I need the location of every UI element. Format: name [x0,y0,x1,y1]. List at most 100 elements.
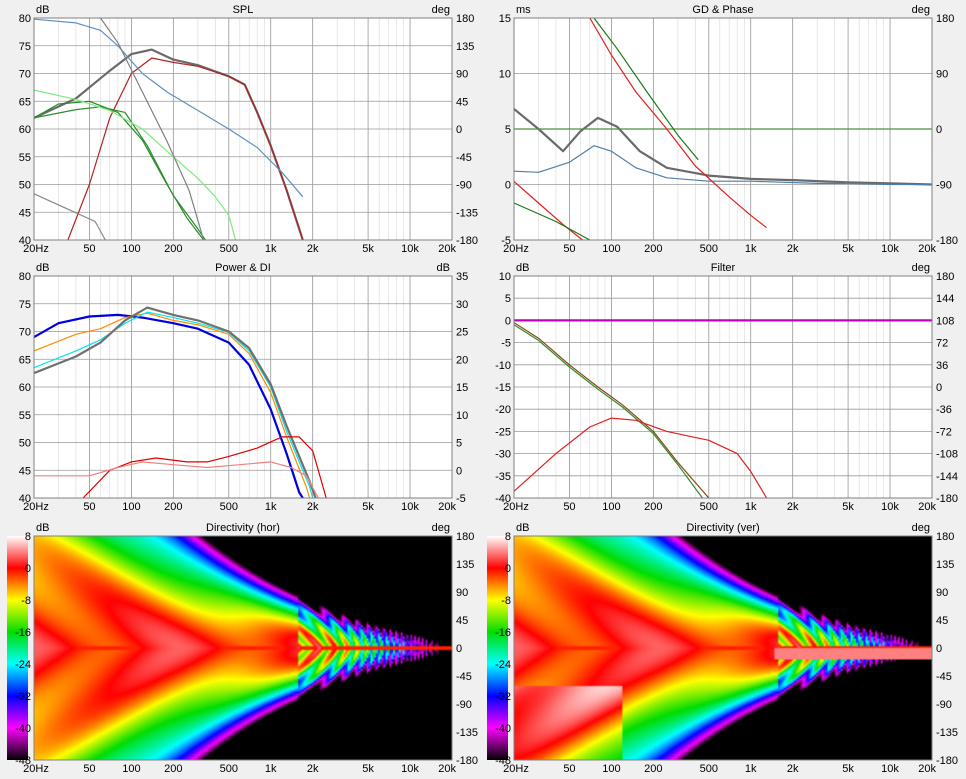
filter-y-tick: -35 [495,471,511,483]
spl-y2-tick: 135 [456,41,474,53]
dir_ver-y2-tick: 135 [936,559,954,571]
spl-x-tick: 500 [220,243,238,255]
spl-title: SPL [233,4,254,16]
dir_hor-y2-tick: -45 [456,671,472,683]
power-y2-tick: 30 [456,299,468,311]
dir_hor-y2-tick: 135 [456,559,474,571]
filter-y2-tick: 180 [936,271,954,283]
filter-y2-tick: -72 [936,426,952,438]
power-x-tick: 20k [438,501,456,513]
power-y2label: dB [437,262,450,274]
spl-series-5 [34,89,237,240]
spl-series-2 [34,100,205,240]
dir_ver-y2-tick: 0 [936,643,942,655]
dir_ver-colorbar-tick: -40 [495,723,511,735]
dir_hor-x-tick: 200 [164,763,182,775]
power-y2-tick: 20 [456,354,468,366]
filter-y-tick: -5 [501,338,511,350]
spl-series-6 [34,193,106,240]
power-series-3 [34,306,317,498]
dir_ver-y2-tick: 180 [936,531,954,543]
dir_hor-x-tick: 5k [362,763,374,775]
power-x-tick: 20Hz [23,501,49,513]
dir_hor-y2-tick: -135 [456,727,478,739]
spl-series-4 [34,18,304,198]
dir_ver-x-tick: 2k [787,763,799,775]
spl-y-tick: 60 [19,124,31,136]
gd-x-tick: 20k [918,243,936,255]
filter-series-3 [514,417,768,498]
power-y-tick: 60 [19,382,31,394]
spl-x-tick: 20Hz [23,243,49,255]
dir_ver-x-tick: 20Hz [503,763,529,775]
filter-x-tick: 10k [881,501,899,513]
dir_hor-y2label: deg [432,522,450,534]
filter-y-tick: -25 [495,426,511,438]
dir_hor-x-tick: 20Hz [23,763,49,775]
spl-y-tick: 45 [19,207,31,219]
dir_hor-y2-tick: 0 [456,643,462,655]
spl-y-tick: 50 [19,180,31,192]
chart-dir_hor: Directivity (hor) dB deg 8 0 -8 -16 -24 -32 -40 -4… [7,522,478,775]
dir_ver-colorbar [487,536,508,760]
dir_hor-colorbar-tick: 0 [25,563,31,575]
gd-x-tick: 50 [563,243,575,255]
dir_hor-border [33,535,453,761]
spl-y-tick: 65 [19,96,31,108]
gd-series-6 [593,18,699,161]
spl-x-tick: 100 [122,243,140,255]
filter-x-tick: 2k [787,501,799,513]
dir_ver-title: Directivity (ver) [686,522,759,534]
spl-y2-tick: -135 [456,207,478,219]
gd-x-tick: 100 [602,243,620,255]
power-border [33,275,453,499]
dir_hor-colorbar-tick: -16 [15,627,31,639]
spl-y-tick: 40 [19,235,31,247]
gd-x-tick: 200 [644,243,662,255]
spl-y-tick: 55 [19,152,31,164]
gd-y2-tick: 0 [936,124,942,136]
gd-x-tick: 5k [842,243,854,255]
gd-y2label: deg [912,4,930,16]
power-x-tick: 1k [265,501,277,513]
spl-y2-tick: 180 [456,13,474,25]
dir_hor-colorbar-tick: -40 [15,723,31,735]
filter-y2-tick: 72 [936,338,948,350]
dir_hor-x-tick: 20k [438,763,456,775]
dir_ver-colorbar-tick: 8 [505,531,511,543]
dir_ver-x-tick: 50 [563,763,575,775]
power-y2-tick: 10 [456,410,468,422]
dir_ver-colorbar-tick: -48 [495,755,511,767]
gd-title: GD & Phase [692,4,753,16]
filter-x-tick: 1k [745,501,757,513]
dir_hor-x-tick: 100 [122,763,140,775]
filter-y-tick: 10 [499,271,511,283]
spl-y2-tick: -45 [456,152,472,164]
power-series [34,306,327,498]
gd-ylabel: ms [516,4,531,16]
filter-x-tick: 100 [602,501,620,513]
spl-x-tick: 1k [265,243,277,255]
gd-series-1 [514,145,932,186]
filter-border [513,275,933,499]
dir_ver-ylabel: dB [516,522,529,534]
gd-y2-tick: 90 [936,69,948,81]
gd-y2-tick: -90 [936,180,952,192]
dir_ver-x-tick: 20k [918,763,936,775]
dir_hor-colorbar-tick: -8 [21,595,31,607]
gd-series-3 [514,180,583,240]
power-x-tick: 100 [122,501,140,513]
gd-y-tick: 10 [499,69,511,81]
filter-x-tick: 5k [842,501,854,513]
dir_ver-y2-tick: -45 [936,671,952,683]
power-y-tick: 80 [19,271,31,283]
spl-x-tick: 5k [362,243,374,255]
filter-x-tick: 20k [918,501,936,513]
power-x-tick: 5k [362,501,374,513]
filter-x-tick: 50 [563,501,575,513]
filter-title: Filter [711,262,736,274]
